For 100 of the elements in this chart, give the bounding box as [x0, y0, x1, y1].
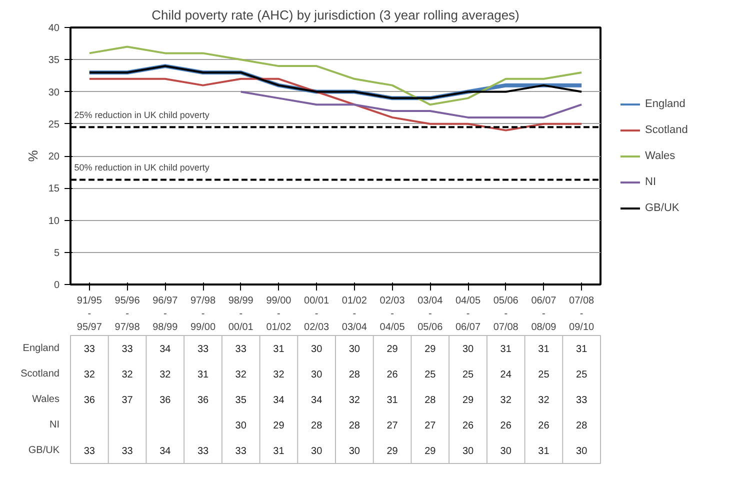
line-series: [88, 46, 583, 106]
data-label: 28: [424, 395, 436, 406]
legend-label: NI: [645, 176, 657, 188]
data-label: 34: [160, 446, 172, 458]
data-label: 28: [348, 369, 360, 380]
ref-line-label: 50% reduction in UK child poverty: [74, 162, 210, 173]
data-label: 30: [311, 446, 323, 458]
y-tick-label: 10: [48, 216, 60, 227]
x-tick-label: 02/03 - 04/05: [380, 296, 406, 333]
legend-label: Wales: [645, 150, 676, 162]
data-label: 34: [273, 395, 285, 406]
data-label: 32: [538, 395, 550, 406]
data-label: 27: [386, 420, 398, 432]
data-label: 31: [386, 395, 398, 406]
y-tick-label: 20: [48, 152, 60, 162]
data-label: 28: [348, 420, 360, 432]
data-label: 34: [311, 395, 323, 406]
data-label: 28: [311, 420, 323, 432]
x-tick-label: 03/04 - 05/06: [418, 296, 444, 333]
y-tick-label: 40: [48, 23, 60, 34]
line-series: [240, 90, 583, 118]
text: Wales: [32, 394, 60, 405]
data-label: 30: [311, 344, 323, 355]
data-label: 24: [500, 369, 512, 380]
data-label: 33: [235, 446, 247, 458]
data-label: 30: [576, 446, 588, 458]
data-label: 30: [348, 446, 360, 458]
data-label: 29: [273, 420, 285, 432]
text: NI: [50, 420, 60, 431]
chart-title: Child poverty rate (AHC) by jurisdiction (3 year rolling averages): [152, 8, 520, 22]
legend-label: England: [645, 98, 686, 110]
data-label: 33: [84, 344, 96, 355]
data-label: 29: [424, 446, 436, 458]
data-label: 33: [84, 446, 96, 458]
x-tick-label: 91/95 - 95/97: [76, 296, 102, 333]
data-label: 36: [84, 395, 96, 406]
data-label: 30: [462, 446, 474, 458]
text: England: [22, 342, 60, 354]
x-tick-label: 05/06 - 07/08: [493, 296, 519, 333]
data-label: 33: [122, 344, 134, 355]
data-label: 37: [122, 395, 134, 406]
data-label: 36: [160, 395, 172, 406]
data-label: 33: [122, 446, 134, 458]
data-label: 26: [462, 420, 474, 432]
data-label: 32: [273, 369, 285, 380]
x-tick-label: 95/96 - 97/98: [114, 296, 140, 333]
y-tick-label: 25: [48, 119, 60, 130]
data-label: 34: [160, 344, 172, 355]
data-label: 26: [538, 420, 550, 432]
data-label: 25: [424, 369, 436, 380]
data-label: 31: [538, 446, 550, 458]
legend-label: GB/UK: [645, 202, 680, 214]
data-label: 32: [235, 369, 247, 380]
x-tick-label: 98/99 - 00/01: [228, 296, 254, 333]
data-label: 31: [197, 369, 209, 380]
data-label: 30: [311, 369, 323, 380]
data-label: 33: [235, 344, 247, 355]
y-tick-label: 30: [48, 87, 60, 98]
x-tick-label: 00/01 - 02/03: [304, 296, 330, 333]
data-label: 30: [500, 446, 512, 458]
data-label: 25: [538, 369, 550, 380]
data-label: 31: [500, 344, 512, 355]
x-tick-label: 06/07 - 08/09: [531, 296, 557, 333]
data-label: 30: [462, 344, 474, 355]
y-tick-label: 15: [48, 184, 60, 195]
data-label: 32: [122, 369, 134, 380]
x-tick-label: 97/98 - 99/00: [190, 296, 216, 333]
ref-line-label: 25% reduction in UK child poverty: [74, 110, 210, 120]
data-label: 26: [500, 420, 512, 432]
data-label: 25: [462, 369, 474, 380]
data-label: 32: [348, 395, 360, 406]
data-label: 33: [576, 395, 588, 406]
y-tick-label: 5: [54, 248, 60, 259]
data-label: 32: [500, 395, 512, 406]
data-label: 31: [273, 446, 285, 458]
x-tick-label: 01/02 - 03/04: [342, 296, 368, 333]
data-label: 31: [538, 344, 550, 355]
y-tick-label: 0: [54, 280, 60, 291]
x-tick-label: 99/00 - 01/02: [266, 296, 292, 333]
data-label: 26: [386, 369, 398, 380]
data-label: 29: [386, 344, 398, 355]
data-label: 30: [235, 420, 247, 432]
data-label: 27: [424, 420, 436, 432]
data-label: 25: [576, 369, 588, 380]
x-tick-label: 04/05 - 06/07: [455, 296, 481, 333]
data-label: 29: [424, 344, 436, 355]
data-label: 33: [197, 344, 209, 355]
x-tick-label: 96/97 - 98/99: [152, 296, 178, 333]
data-label: 32: [160, 369, 172, 380]
data-label: 29: [386, 446, 398, 458]
data-label: 36: [197, 395, 209, 406]
text: Scotland: [20, 368, 60, 380]
data-label: 31: [576, 344, 588, 355]
x-tick-label: 07/08 - 09/10: [569, 296, 595, 333]
data-label: 28: [576, 420, 588, 432]
data-label: 31: [273, 344, 285, 355]
data-label: 33: [197, 446, 209, 458]
data-label: 35: [235, 395, 247, 406]
data-label: 30: [348, 344, 360, 355]
legend-label: Scotland: [645, 124, 688, 136]
